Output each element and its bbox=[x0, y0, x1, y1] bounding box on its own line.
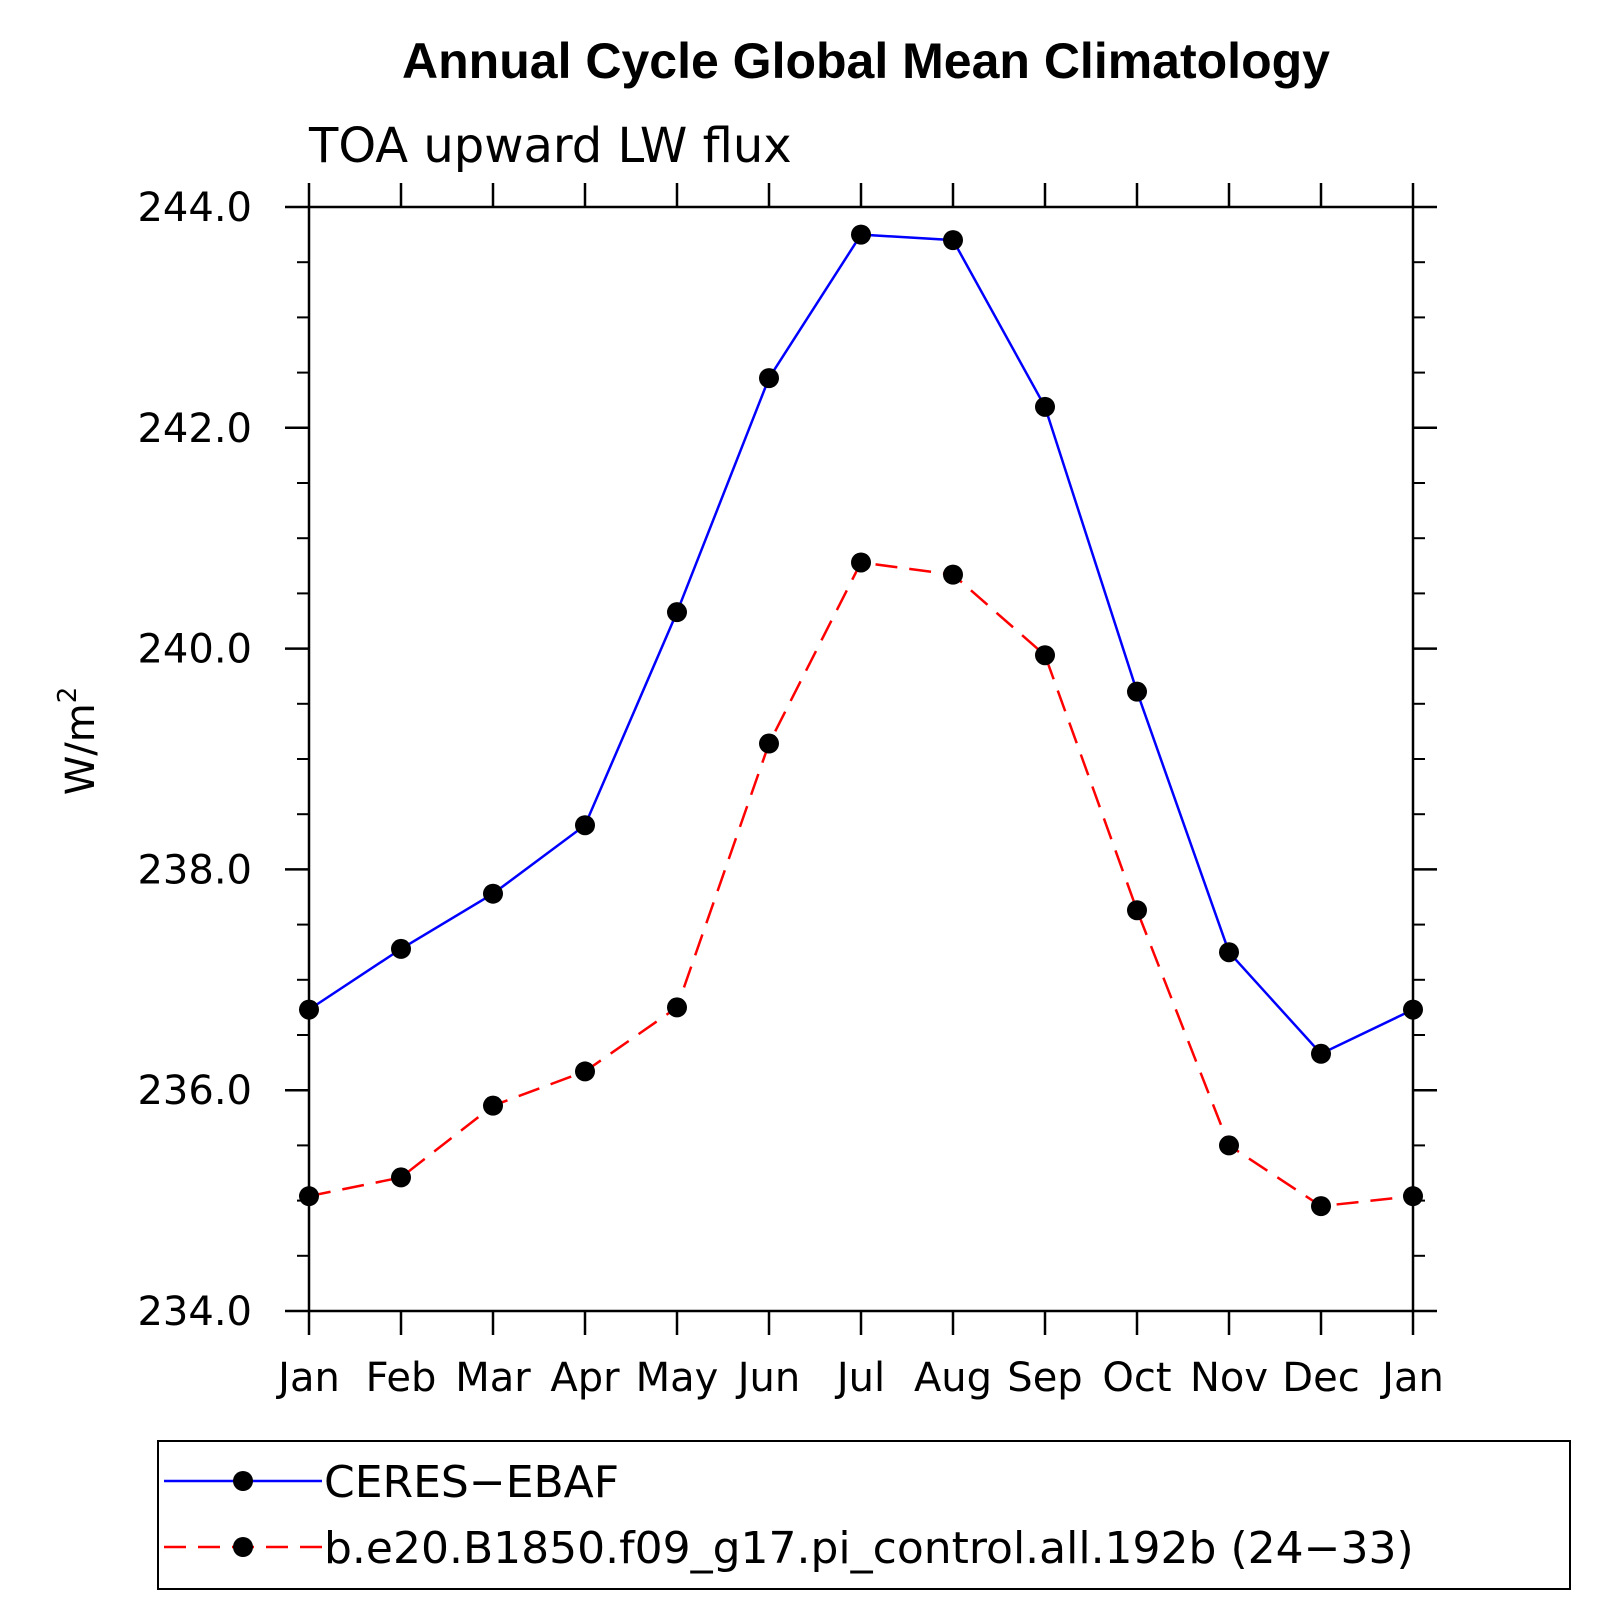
series-0 bbox=[299, 224, 1423, 1064]
x-tick-label: Dec bbox=[1282, 1355, 1359, 1401]
data-point bbox=[575, 1061, 595, 1082]
data-point bbox=[943, 564, 963, 585]
x-tick-label: Aug bbox=[914, 1355, 992, 1401]
data-point bbox=[299, 1186, 319, 1207]
data-point bbox=[1035, 396, 1055, 417]
x-tick-label: Feb bbox=[366, 1355, 437, 1401]
data-point bbox=[1311, 1043, 1331, 1064]
data-point bbox=[1127, 900, 1147, 921]
x-tick-label: Jul bbox=[834, 1355, 885, 1401]
y-axis-label-superscript: 2 bbox=[53, 687, 83, 704]
x-tick-label: Oct bbox=[1102, 1355, 1171, 1401]
data-point bbox=[1035, 645, 1055, 666]
data-point bbox=[1403, 1186, 1423, 1207]
data-point bbox=[1219, 942, 1239, 963]
plot-frame bbox=[307, 205, 1415, 1313]
chart-subtitle: TOA upward LW flux bbox=[308, 118, 792, 174]
data-point bbox=[391, 938, 411, 959]
data-point bbox=[1219, 1135, 1239, 1156]
series-line bbox=[308, 561, 1414, 1208]
y-tick-label: 234.0 bbox=[137, 1289, 252, 1335]
data-point bbox=[667, 602, 687, 623]
legend: CERES−EBAF b.e20.B1850.f09_g17.pi_contro… bbox=[157, 1440, 1571, 1590]
data-point bbox=[851, 224, 871, 245]
x-tick-label: May bbox=[636, 1355, 719, 1401]
x-tick-label: Jan bbox=[275, 1355, 340, 1401]
y-tick-label: 242.0 bbox=[137, 406, 252, 452]
legend-marker-model bbox=[233, 1537, 253, 1557]
x-tick-label: Sep bbox=[1007, 1355, 1082, 1401]
series-layer bbox=[299, 224, 1423, 1217]
minor-ticks bbox=[297, 261, 1425, 1257]
series-line bbox=[308, 233, 1414, 1056]
y-axis-label: W/m2 bbox=[53, 687, 104, 796]
y-tick-label: 244.0 bbox=[137, 185, 252, 231]
y-tick-label: 238.0 bbox=[137, 847, 252, 893]
legend-box bbox=[157, 1440, 1571, 1590]
data-point bbox=[759, 733, 779, 754]
data-point bbox=[575, 815, 595, 836]
data-point bbox=[483, 883, 503, 904]
data-point bbox=[943, 230, 963, 251]
x-tick-label: Jun bbox=[735, 1355, 801, 1401]
series-1 bbox=[299, 552, 1423, 1217]
data-point bbox=[483, 1095, 503, 1116]
x-tick-label: Jan bbox=[1379, 1355, 1444, 1401]
y-tick-label: 240.0 bbox=[137, 627, 252, 673]
data-point bbox=[759, 368, 779, 389]
x-tick-label: Nov bbox=[1190, 1355, 1268, 1401]
data-point bbox=[1311, 1196, 1331, 1217]
data-point bbox=[1127, 681, 1147, 702]
data-point bbox=[851, 552, 871, 573]
legend-label-model: b.e20.B1850.f09_g17.pi_control.all.192b … bbox=[324, 1523, 1414, 1574]
x-tick-label: Apr bbox=[550, 1355, 620, 1401]
legend-label-ceres: CERES−EBAF bbox=[324, 1457, 619, 1508]
chart-title: Annual Cycle Global Mean Climatology bbox=[402, 33, 1330, 89]
svg-text:W/m2: W/m2 bbox=[53, 687, 104, 796]
y-axis-label-text: W/m bbox=[58, 703, 104, 795]
data-point bbox=[391, 1167, 411, 1188]
y-ticks: 244.0 242.0 240.0 238.0 236.0 234.0 bbox=[137, 185, 1437, 1335]
x-ticks: Jan Feb Mar Apr May Jun Jul Aug Sep Oct Nov Dec Jan bbox=[275, 183, 1444, 1401]
data-point bbox=[1403, 999, 1423, 1020]
data-point bbox=[667, 997, 687, 1018]
legend-marker-ceres bbox=[233, 1471, 253, 1491]
y-tick-label: 236.0 bbox=[137, 1068, 252, 1114]
x-tick-label: Mar bbox=[455, 1355, 531, 1401]
plot-area-border bbox=[307, 205, 1415, 1313]
data-point bbox=[299, 999, 319, 1020]
